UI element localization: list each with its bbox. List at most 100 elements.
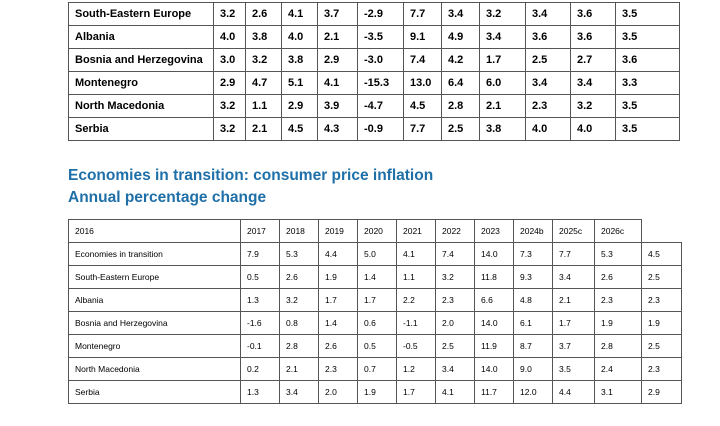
cell: 3.4 — [570, 71, 616, 95]
cell: 1.7 — [479, 48, 526, 72]
cell: 1.3 — [240, 380, 280, 404]
cell: 0.2 — [240, 357, 280, 381]
cell: -3.0 — [357, 48, 404, 72]
cell: 3.4 — [479, 25, 526, 49]
cell: 7.9 — [240, 242, 280, 266]
row-label: South-Eastern Europe — [68, 2, 214, 26]
table-row: South-Eastern Europe 3.2 2.6 4.1 3.7 -2.9 7.7 3… — [68, 2, 680, 26]
cell: 1.1 — [396, 265, 436, 289]
cell: 7.4 — [403, 48, 442, 72]
row-label: Serbia — [68, 117, 214, 141]
cell: 6.1 — [513, 311, 553, 335]
cell: 3.4 — [279, 380, 319, 404]
cell: -4.7 — [357, 94, 404, 118]
row-label: 2016 — [68, 219, 241, 243]
cell: 7.7 — [403, 2, 442, 26]
cell: 4.1 — [396, 242, 436, 266]
cell: 1.7 — [357, 288, 397, 312]
cell: 5.1 — [281, 71, 318, 95]
cell: 5.0 — [357, 242, 397, 266]
cell: 3.4 — [441, 2, 480, 26]
cell: 3.2 — [435, 265, 475, 289]
cell: 11.7 — [474, 380, 514, 404]
cell: 6.0 — [479, 71, 526, 95]
cell: 1.4 — [357, 265, 397, 289]
table-row: South-Eastern Europe 0.5 2.6 1.9 1.4 1.1 3.2 11… — [68, 265, 682, 289]
table-row: Economies in transition 7.9 5.3 4.4 5.0 4.1 7.… — [68, 242, 682, 266]
cell: 2.3 — [435, 288, 475, 312]
section-subtitle: Annual percentage change — [68, 189, 267, 206]
cell: 4.0 — [570, 117, 616, 141]
cell: 3.4 — [525, 2, 571, 26]
cell: 2.8 — [441, 94, 480, 118]
cell: 9.0 — [513, 357, 553, 381]
cell: 3.3 — [615, 71, 680, 95]
cell: 2.5 — [441, 117, 480, 141]
cell: 2.6 — [318, 334, 358, 358]
cell: 2.8 — [594, 334, 642, 358]
cell: 4.8 — [513, 288, 553, 312]
cell: 1.4 — [318, 311, 358, 335]
cell: 2.4 — [594, 357, 642, 381]
cell: 3.4 — [525, 71, 571, 95]
cell: 2018 — [279, 219, 319, 243]
cell: 1.9 — [318, 265, 358, 289]
cell: 3.6 — [570, 25, 616, 49]
cell: 2.5 — [641, 265, 682, 289]
row-label: North Macedonia — [68, 94, 214, 118]
cell: 4.1 — [281, 2, 318, 26]
cell: 3.5 — [552, 357, 595, 381]
cell: 0.7 — [357, 357, 397, 381]
cell: 2020 — [357, 219, 397, 243]
cell: 14.0 — [474, 311, 514, 335]
cell: 4.5 — [281, 117, 318, 141]
cell: 5.3 — [279, 242, 319, 266]
cell: 2.8 — [279, 334, 319, 358]
cell: 5.3 — [594, 242, 642, 266]
cell: 0.8 — [279, 311, 319, 335]
cell: 2.1 — [479, 94, 526, 118]
cell: 8.7 — [513, 334, 553, 358]
cell: 2025c — [552, 219, 595, 243]
cell: 2.1 — [245, 117, 282, 141]
cell: 2.6 — [245, 2, 282, 26]
cell: 3.5 — [615, 2, 680, 26]
cell: 12.0 — [513, 380, 553, 404]
cell: 3.0 — [213, 48, 246, 72]
cell: -0.1 — [240, 334, 280, 358]
cell: 11.8 — [474, 265, 514, 289]
cell: 2.5 — [641, 334, 682, 358]
cell: 13.0 — [403, 71, 442, 95]
cell: 3.2 — [570, 94, 616, 118]
row-label: South-Eastern Europe — [68, 265, 241, 289]
cell: 2.7 — [570, 48, 616, 72]
cell: 3.2 — [213, 2, 246, 26]
cell: 9.3 — [513, 265, 553, 289]
row-label: Montenegro — [68, 71, 214, 95]
cell: -2.9 — [357, 2, 404, 26]
table-row: Montenegro -0.1 2.8 2.6 0.5 -0.5 2.5 11.9 8.7 3.7… — [68, 334, 682, 358]
cell: 4.0 — [213, 25, 246, 49]
row-label: Bosnia and Herzegovina — [68, 48, 214, 72]
cell: 1.3 — [240, 288, 280, 312]
cell: 2.9 — [213, 71, 246, 95]
cell: 2.3 — [318, 357, 358, 381]
cell: 14.0 — [474, 242, 514, 266]
row-label: Albania — [68, 288, 241, 312]
cell: 2.3 — [594, 288, 642, 312]
cell: 4.5 — [641, 242, 682, 266]
cell: 2019 — [318, 219, 358, 243]
inflation-table: 2016 2017 2018 2019 2020 2021 2022 2023 2024b 202… — [68, 219, 682, 404]
cell: 2.2 — [396, 288, 436, 312]
cell: 1.2 — [396, 357, 436, 381]
cell: 3.8 — [281, 48, 318, 72]
cell: 4.1 — [317, 71, 358, 95]
cell: 14.0 — [474, 357, 514, 381]
cell: 2026c — [594, 219, 642, 243]
table-row: North Macedonia 3.2 1.1 2.9 3.9 -4.7 4.5 2.8 2.1… — [68, 94, 680, 118]
cell: 4.5 — [403, 94, 442, 118]
cell: 1.7 — [552, 311, 595, 335]
cell: 1.1 — [245, 94, 282, 118]
cell: 2.9 — [641, 380, 682, 404]
cell: 3.2 — [213, 117, 246, 141]
